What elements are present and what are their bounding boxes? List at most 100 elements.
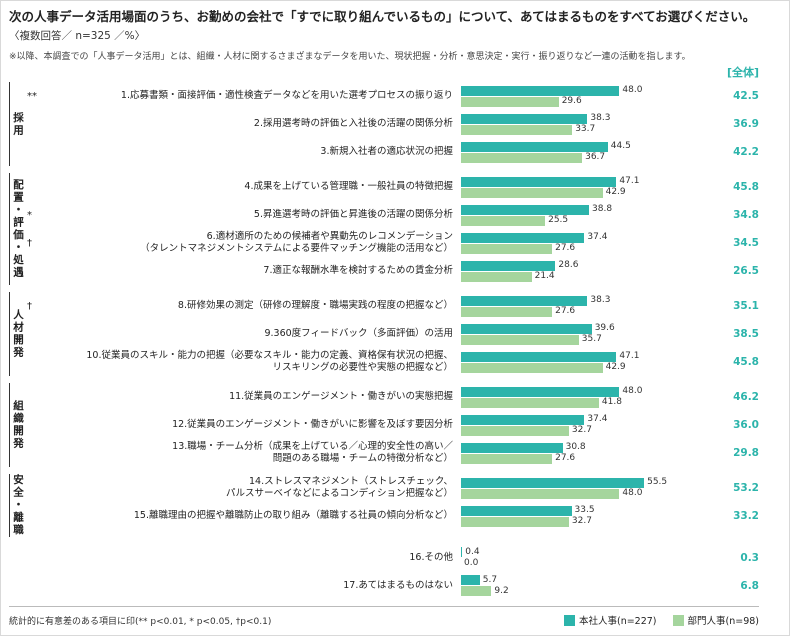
bar-value: 25.5 [548,215,569,226]
group-rows: 4.成果を上げている管理職・一般社員の特徴把握 47.1 42.9 45.8 * 5.昇進… [27,173,759,285]
chart-row: 13.職場・チーム分析（成果を上げている／心理的安全性の高い／ 問題のある職場・… [27,439,759,467]
item-bars: 44.5 36.7 [461,141,705,163]
item-label: 2.採用選考時の評価と入社後の活躍の関係分析 [253,118,453,130]
category-label-text: 人材開発 [12,309,24,360]
bar-honsha [461,85,620,96]
bar-bumon [461,124,573,135]
item-bars: 38.3 33.7 [461,113,705,135]
bar-wrap: 38.3 [461,295,705,306]
bar-honsha [461,295,588,306]
survey-meta: 〈複数回答／ n=325 ／%〉 [9,30,146,43]
bar-wrap: 42.9 [461,362,705,373]
item-label: 15.離職理由の把握や離職防止の取り組み（離職する社員の傾向分析など） [133,510,453,522]
overall-value: 34.5 [733,237,759,250]
bar-wrap: 21.4 [461,271,705,282]
legend-swatch-bumon-icon [672,614,684,626]
bar-wrap: 27.6 [461,453,705,464]
category-label-text: 配置・評価・処遇 [12,179,24,280]
bar-value: 0.4 [465,546,480,557]
item-label: 7.適正な報酬水準を検討するための賃金分析 [263,265,453,277]
bar-wrap: 38.8 [461,204,705,215]
overall-column-header: [全体] [726,66,759,80]
item-bars: 0.4 0.0 [461,547,705,569]
chart-row: 14.ストレスマネジメント（ストレスチェック、 パルスサーベイなどによるコンディ… [27,474,759,502]
bar-value: 0.0 [464,557,479,568]
item-bars: 39.6 35.7 [461,323,705,345]
category-label: 安全・離職 [9,474,27,537]
item-bars: 47.1 42.9 [461,176,705,198]
item-bars: 5.7 9.2 [461,575,705,597]
overall-value: 35.1 [733,300,759,313]
bar-bumon [461,425,569,436]
bar-bumon [461,334,579,345]
bar-bumon [461,215,546,226]
bar-honsha [461,386,620,397]
bar-value: 42.9 [605,187,626,198]
bar-value: 48.0 [622,386,643,397]
legend-item-honsha: 本社人事(n=227) [563,613,657,627]
category-label: 人材開発 [9,292,27,377]
chart-row: 12.従業員のエンゲージメント・働きがいに影響を及ぼす要因分析 37.4 32.7 3… [27,411,759,439]
bar-value: 27.6 [555,453,576,464]
chart-group: 人材開発 † 8.研修効果の測定（研修の理解度・職場実践の程度の把握など） 38.3 2… [9,292,759,377]
item-bars: 30.8 27.6 [461,442,705,464]
bar-wrap: 9.2 [461,586,705,597]
bar-wrap: 27.6 [461,306,705,317]
bar-value: 27.6 [555,243,576,254]
bar-value: 55.5 [647,477,668,488]
group-rows: ** 1.応募書類・面接評価・適性検査データなどを用いた選考プロセスの振り返り 48… [27,82,759,166]
bar-value: 33.7 [575,124,596,135]
bar-wrap: 47.1 [461,351,705,362]
chart-row: ** 1.応募書類・面接評価・適性検査データなどを用いた選考プロセスの振り返り 48… [27,82,759,110]
legend-swatch-honsha-icon [563,614,575,626]
chart-row: 7.適正な報酬水準を検討するための賃金分析 28.6 21.4 26.5 [27,257,759,285]
bar-value: 37.4 [587,232,608,243]
overall-value: 34.8 [733,209,759,222]
bar-wrap: 33.7 [461,124,705,135]
bar-value: 32.7 [571,425,592,436]
item-label: 14.ストレスマネジメント（ストレスチェック、 パルスサーベイなどによるコンディ… [225,475,453,500]
overall-value: 45.8 [733,356,759,369]
chart-row: 17.あてはまるものはない 5.7 9.2 6.8 [27,572,759,600]
bar-value: 32.7 [571,516,592,527]
definition-note: ※以降、本調査での「人事データ活用」とは、組織・人材に関するさまざまなデータを用… [9,52,691,63]
item-label: 5.昇進選考時の評価と昇進後の活躍の関係分析 [253,209,453,221]
bar-wrap: 39.6 [461,323,705,334]
bar-honsha [461,176,617,187]
item-label: 4.成果を上げている管理職・一般社員の特徴把握 [244,181,453,193]
category-label: 配置・評価・処遇 [9,173,27,286]
bar-wrap: 48.0 [461,386,705,397]
bar-value: 44.5 [610,141,631,152]
bar-value: 21.4 [534,271,555,282]
bar-value: 33.5 [574,505,595,516]
group-rows: 14.ストレスマネジメント（ストレスチェック、 パルスサーベイなどによるコンディ… [27,474,759,537]
significance-mark: * [27,209,32,221]
bar-wrap: 36.7 [461,152,705,163]
bar-bumon [461,96,559,107]
bar-bumon [461,453,553,464]
bar-value: 35.7 [581,334,602,345]
bar-value: 42.9 [605,362,626,373]
bar-bumon [461,362,603,373]
item-label: 3.新規入社者の適応状況の把握 [320,146,453,158]
category-label-text: 安全・離職 [12,474,24,537]
bar-wrap: 27.6 [461,243,705,254]
bar-honsha [461,414,585,425]
overall-value: 45.8 [733,181,759,194]
category-label: 採用 [9,82,27,167]
item-label: 11.従業員のエンゲージメント・働きがいの実態把握 [229,391,453,403]
item-bars: 28.6 21.4 [461,260,705,282]
chart-row: † 6.適材適所のための候補者や異動先のレコメンデーション （タレントマネジメント… [27,229,759,257]
overall-value: 46.2 [733,391,759,404]
legend: 本社人事(n=227) 部門人事(n=98) [563,613,759,627]
bar-value: 41.8 [601,397,622,408]
overall-value: 38.5 [733,328,759,341]
bar-honsha [461,442,563,453]
chart-group: 配置・評価・処遇 4.成果を上げている管理職・一般社員の特徴把握 47.1 42.9 4… [9,173,759,286]
bar-bumon [461,271,532,282]
significance-mark: † [27,300,32,312]
bar-value: 47.1 [619,176,640,187]
bar-wrap: 0.0 [461,558,705,569]
item-bars: 47.1 42.9 [461,351,705,373]
bar-wrap: 47.1 [461,176,705,187]
